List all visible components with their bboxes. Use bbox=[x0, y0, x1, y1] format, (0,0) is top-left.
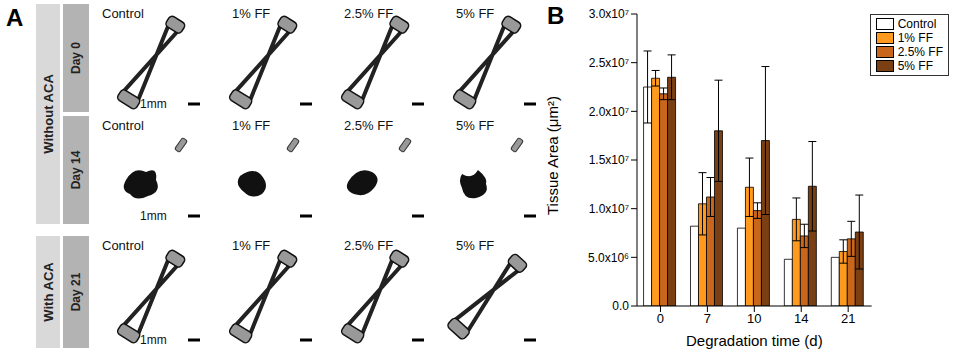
svg-text:Without ACA: Without ACA bbox=[41, 74, 56, 154]
svg-text:5% FF: 5% FF bbox=[456, 118, 494, 133]
svg-text:0.0: 0.0 bbox=[612, 299, 629, 313]
svg-text:5% FF: 5% FF bbox=[456, 238, 494, 253]
svg-text:5% FF: 5% FF bbox=[456, 6, 494, 21]
svg-text:With ACA: With ACA bbox=[41, 262, 56, 322]
svg-text:2.5% FF: 2.5% FF bbox=[344, 238, 393, 253]
svg-text:1.0x10⁷: 1.0x10⁷ bbox=[589, 202, 629, 216]
html-text:1% FF: 1% FF bbox=[897, 31, 933, 45]
svg-text:Day 0: Day 0 bbox=[69, 42, 83, 74]
svg-text:2.5% FF: 2.5% FF bbox=[344, 6, 393, 21]
html-text:Control: Control bbox=[897, 17, 937, 31]
svg-text:21: 21 bbox=[841, 311, 855, 326]
svg-text:Degradation time (d): Degradation time (d) bbox=[686, 332, 823, 349]
svg-text:1mm: 1mm bbox=[140, 333, 167, 347]
html-text:B: B bbox=[547, 2, 565, 29]
svg-text:7: 7 bbox=[704, 311, 711, 326]
svg-text:1mm: 1mm bbox=[140, 97, 167, 111]
svg-text:5.0x10⁶: 5.0x10⁶ bbox=[588, 251, 629, 265]
svg-text:Control: Control bbox=[102, 238, 144, 253]
svg-text:Tissue Area (μm²): Tissue Area (μm²) bbox=[545, 96, 561, 215]
svg-text:A: A bbox=[6, 4, 23, 31]
svg-text:1% FF: 1% FF bbox=[232, 118, 270, 133]
svg-text:1mm: 1mm bbox=[140, 209, 167, 223]
svg-text:1% FF: 1% FF bbox=[232, 6, 270, 21]
svg-text:2.5x10⁷: 2.5x10⁷ bbox=[589, 56, 629, 70]
svg-text:0: 0 bbox=[657, 311, 664, 326]
svg-text:3.0x10⁷: 3.0x10⁷ bbox=[589, 7, 629, 21]
svg-text:2.5% FF: 2.5% FF bbox=[344, 118, 393, 133]
html-text:5% FF: 5% FF bbox=[897, 59, 933, 73]
svg-text:Control: Control bbox=[102, 118, 144, 133]
svg-text:1% FF: 1% FF bbox=[232, 238, 270, 253]
svg-text:Day 21: Day 21 bbox=[69, 272, 83, 311]
html-text:2.5% FF: 2.5% FF bbox=[897, 45, 943, 59]
svg-text:Control: Control bbox=[102, 6, 144, 21]
svg-text:1.5x10⁷: 1.5x10⁷ bbox=[589, 153, 629, 167]
svg-text:2.0x10⁷: 2.0x10⁷ bbox=[589, 105, 629, 119]
svg-text:Day 14: Day 14 bbox=[69, 150, 83, 189]
svg-text:14: 14 bbox=[794, 311, 808, 326]
svg-text:10: 10 bbox=[747, 311, 761, 326]
